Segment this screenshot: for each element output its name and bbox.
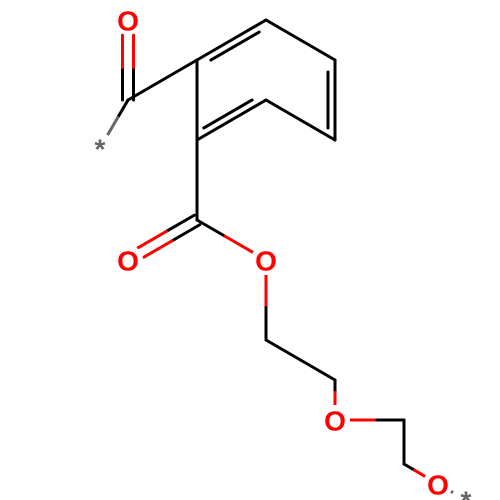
svg-text:O: O	[117, 246, 139, 277]
molecule-diagram: O * O O O O *	[0, 0, 500, 500]
svg-text:*: *	[95, 134, 106, 165]
svg-text:*: *	[461, 486, 472, 500]
svg-text:O: O	[255, 246, 277, 277]
svg-text:O: O	[427, 470, 449, 500]
svg-text:O: O	[324, 406, 346, 437]
svg-text:O: O	[117, 6, 139, 37]
